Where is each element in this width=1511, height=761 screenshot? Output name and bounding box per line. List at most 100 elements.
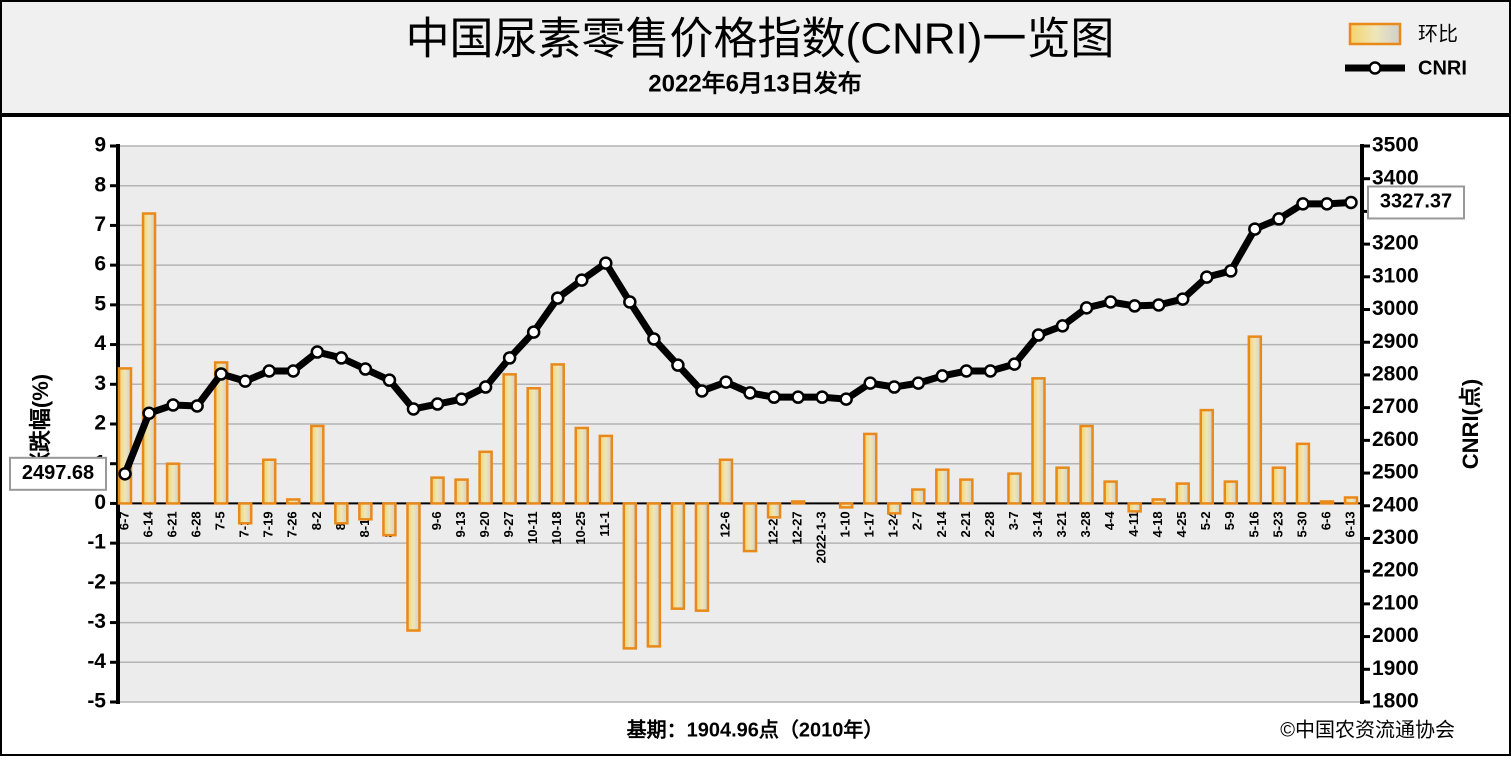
y-tick-label: -1: [87, 531, 106, 554]
bar: [862, 432, 878, 505]
cnri-point: [767, 390, 781, 404]
x-tick-label: 11-1: [597, 511, 612, 536]
cnri-point: [574, 273, 589, 287]
y-tick-label: 6: [94, 253, 106, 276]
bar: [117, 367, 133, 505]
x-tick-label: 9-20: [477, 511, 492, 537]
bar: [454, 478, 469, 505]
x-tick-label: 9-27: [501, 511, 516, 537]
cnri-line: [121, 198, 1352, 476]
y-tick-label: 7: [94, 213, 106, 236]
cnri-point: [118, 467, 132, 481]
x-tick-label: 4-4: [1102, 511, 1117, 531]
cnri-point: [430, 397, 445, 411]
y-tick-label: 9: [94, 134, 106, 157]
y2-tick-label: 1900: [1372, 657, 1419, 680]
bar: [430, 476, 445, 505]
bar: [1127, 502, 1142, 513]
y-tick-label: 3: [94, 372, 106, 395]
y2-tick-label: 3000: [1372, 297, 1419, 320]
x-tick-label: 2-28: [982, 511, 997, 537]
cnri-point: [358, 362, 373, 376]
x-tick-label: 2-21: [958, 511, 973, 537]
cnri-point: [671, 358, 685, 372]
x-tick-label: 2-14: [934, 511, 949, 538]
x-tick-label: 8-2: [309, 511, 324, 530]
bar: [935, 468, 950, 505]
cnri-point: [166, 398, 180, 412]
x-tick-label: 6-13: [1342, 511, 1357, 537]
bar: [959, 478, 974, 505]
x-tick-label: 10-11: [525, 511, 540, 544]
bar: [1271, 466, 1287, 505]
y2-tick-label: 2100: [1372, 591, 1419, 614]
bar: [718, 458, 734, 505]
y2-tick-label: 2800: [1372, 362, 1419, 385]
bar: [887, 502, 902, 515]
legend-marker: [1368, 61, 1382, 75]
cnri-point: [1248, 222, 1262, 236]
bar: [622, 502, 638, 650]
bar: [310, 424, 325, 505]
cnri-point: [310, 345, 325, 359]
bar: [358, 502, 373, 521]
bar: [1007, 472, 1022, 505]
legend-label: CNRI: [1418, 57, 1467, 79]
bar: [766, 502, 782, 519]
bar: [1103, 480, 1118, 505]
x-tick-label: 4-11: [1126, 511, 1141, 536]
x-tick-label: 5-30: [1294, 511, 1309, 537]
value-label-box: [1367, 185, 1465, 220]
bar: [790, 500, 806, 505]
x-tick-label: 12-27: [790, 511, 805, 544]
bar: [646, 502, 662, 648]
bar: [1151, 498, 1166, 505]
cnri-point: [1079, 301, 1094, 315]
x-tick-label: 1-24: [886, 511, 901, 538]
cnri-point: [190, 399, 204, 413]
cnri-point: [1320, 197, 1334, 211]
bar: [382, 502, 397, 537]
bar: [911, 488, 926, 505]
cnri-point: [1224, 264, 1238, 278]
cnri-point: [1272, 212, 1286, 226]
bar: [502, 373, 517, 505]
y2-tick-label: 1800: [1372, 690, 1419, 713]
chart-title: 中国尿素零售价格指数(CNRI)一览图: [406, 15, 1115, 64]
y-tick-label: 2: [94, 412, 106, 435]
x-tick-label: 10-18: [549, 511, 564, 544]
bar: [670, 502, 686, 610]
y2-tick-label: 3500: [1372, 134, 1419, 157]
x-tick-label: 4-25: [1174, 511, 1189, 537]
x-tick-label: 7-5: [213, 511, 228, 530]
cnri-point: [262, 364, 276, 378]
cnri-point: [406, 402, 421, 416]
bar: [838, 502, 854, 509]
credit: ©中国农资流通协会: [1280, 718, 1455, 741]
cnri-point: [719, 375, 733, 389]
x-tick-label: 2-7: [910, 511, 925, 530]
bar: [1175, 482, 1190, 505]
y2-tick-label: 2500: [1372, 461, 1419, 484]
cnri-point: [1007, 357, 1022, 371]
x-tick-label: 10-25: [573, 511, 588, 544]
y-tick-label: 8: [94, 173, 106, 196]
y2-tick-label: 3100: [1372, 264, 1419, 287]
legend-swatch: [1348, 22, 1402, 46]
bar: [478, 450, 493, 505]
y2-tick-label: 2000: [1372, 624, 1419, 647]
bar: [165, 462, 181, 505]
bar: [598, 434, 614, 505]
cnri-point: [959, 364, 974, 378]
cnri-point: [502, 351, 517, 365]
x-tick-label: 3-28: [1078, 511, 1093, 537]
cnri-point: [1151, 298, 1166, 312]
x-tick-label: 6-7: [116, 511, 131, 530]
cnri-point: [1296, 197, 1310, 211]
y2-tick-label: 2400: [1372, 493, 1419, 516]
value-label-box: [9, 456, 107, 491]
bar: [1199, 408, 1215, 505]
bar: [406, 502, 421, 632]
cnri-point: [1175, 292, 1190, 306]
